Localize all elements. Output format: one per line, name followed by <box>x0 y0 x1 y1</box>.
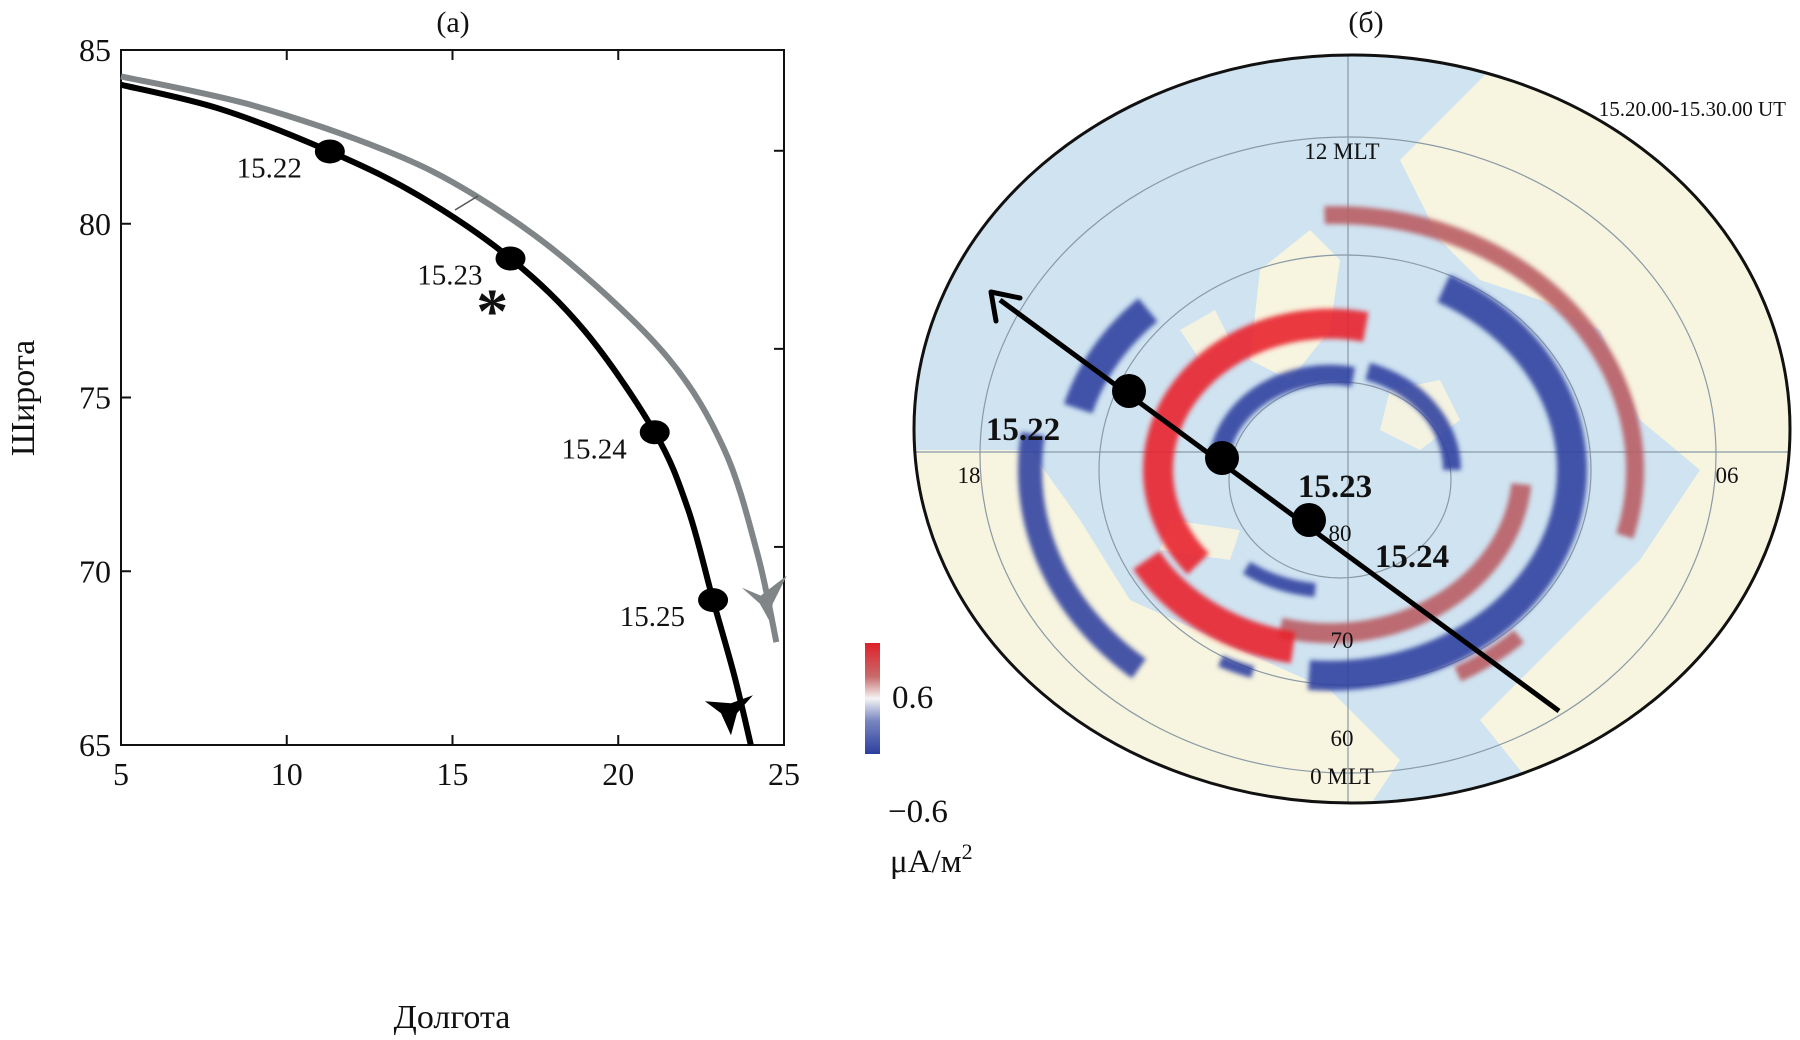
upward-current-band <box>1278 483 1532 644</box>
upward-current-band <box>1454 630 1525 682</box>
track-marker <box>1112 374 1146 408</box>
time-marker-dot <box>698 588 729 613</box>
y-tick-label: 85 <box>79 32 111 68</box>
downward-current-band <box>1218 655 1255 678</box>
time-marker-dot <box>314 139 345 164</box>
upward-current-band <box>1324 206 1644 539</box>
track-label-1522: 15.22 <box>986 412 1060 448</box>
mlt-0-label: 0 MLT <box>1310 764 1374 789</box>
x-axis-label: Долгота <box>394 999 511 1036</box>
y-tick-label: 65 <box>79 727 111 763</box>
tracks <box>120 73 787 746</box>
arrow-head-icon <box>988 289 1023 324</box>
downward-current-band <box>1209 364 1356 459</box>
y-tick-label: 80 <box>79 206 111 242</box>
connector-tick <box>454 195 479 211</box>
time-marker-label: 15.24 <box>561 433 627 465</box>
track-marker <box>1292 503 1326 537</box>
x-tick-label: 25 <box>768 756 800 792</box>
colorbar-unit: μA/м2 <box>890 839 973 880</box>
mlt-12-label: 12 MLT <box>1304 139 1379 164</box>
track-label-1524: 15.24 <box>1375 539 1449 575</box>
downward-current-band <box>1063 298 1158 414</box>
x-tick-label: 15 <box>437 756 469 792</box>
mlt-18-label: 18 <box>958 463 981 488</box>
star-icon: * <box>476 276 508 347</box>
x-tick-label: 5 <box>113 756 129 792</box>
gray-arrow-head-icon <box>741 575 787 622</box>
lat-60-label: 60 <box>1331 726 1354 751</box>
time-marker-label: 15.25 <box>620 601 685 633</box>
time-marker-label: 15.22 <box>237 152 302 184</box>
axis-ticks: 5 10 15 20 25 65 70 75 80 85 <box>79 32 800 792</box>
downward-current-band <box>1242 561 1316 598</box>
lat-70-label: 70 <box>1331 628 1354 653</box>
map-border <box>912 53 1792 805</box>
upward-current-band <box>1133 550 1296 664</box>
downward-current-band <box>1018 431 1146 679</box>
upward-current-band <box>1143 308 1369 575</box>
y-tick-label: 75 <box>79 380 111 416</box>
panel-b-label: (б) <box>1348 6 1383 39</box>
colorbar-max: 0.6 <box>892 680 933 716</box>
black-arrow-head-icon <box>704 695 753 736</box>
satellite-track: 15.22 15.23 15.24 <box>986 289 1561 714</box>
plot-frame <box>120 49 785 746</box>
panel-b-polar-map: (б) 15.20.00-15.30.00 UT 12 MLT 18 06 80… <box>865 6 1792 880</box>
y-axis-label: Широта <box>5 340 42 456</box>
track-label-1523: 15.23 <box>1298 469 1372 505</box>
x-tick-label: 20 <box>602 756 634 792</box>
lat-80-label: 80 <box>1329 521 1352 546</box>
current-bands <box>1018 206 1644 691</box>
downward-current-band <box>1307 274 1587 691</box>
track-line <box>998 297 1561 714</box>
colorbar-gradient <box>865 643 880 754</box>
black-track-line <box>120 81 754 746</box>
colorbar-min: −0.6 <box>888 794 948 830</box>
mlt-06-label: 06 <box>1716 463 1739 488</box>
time-markers: 15.22 15.23 15.24 15.25 * <box>237 139 729 633</box>
panel-a-label: (a) <box>436 6 469 39</box>
gray-track-line <box>120 73 780 643</box>
time-range-label: 15.20.00-15.30.00 UT <box>1599 97 1786 121</box>
track-marker <box>1205 441 1239 475</box>
time-marker-dot <box>639 420 670 445</box>
y-tick-label: 70 <box>79 553 111 589</box>
time-marker-label: 15.23 <box>417 260 482 292</box>
time-marker-dot <box>495 246 526 271</box>
colorbar: 0.6 −0.6 μA/м2 <box>865 643 973 880</box>
x-tick-label: 10 <box>271 756 303 792</box>
downward-current-band <box>1365 362 1461 471</box>
